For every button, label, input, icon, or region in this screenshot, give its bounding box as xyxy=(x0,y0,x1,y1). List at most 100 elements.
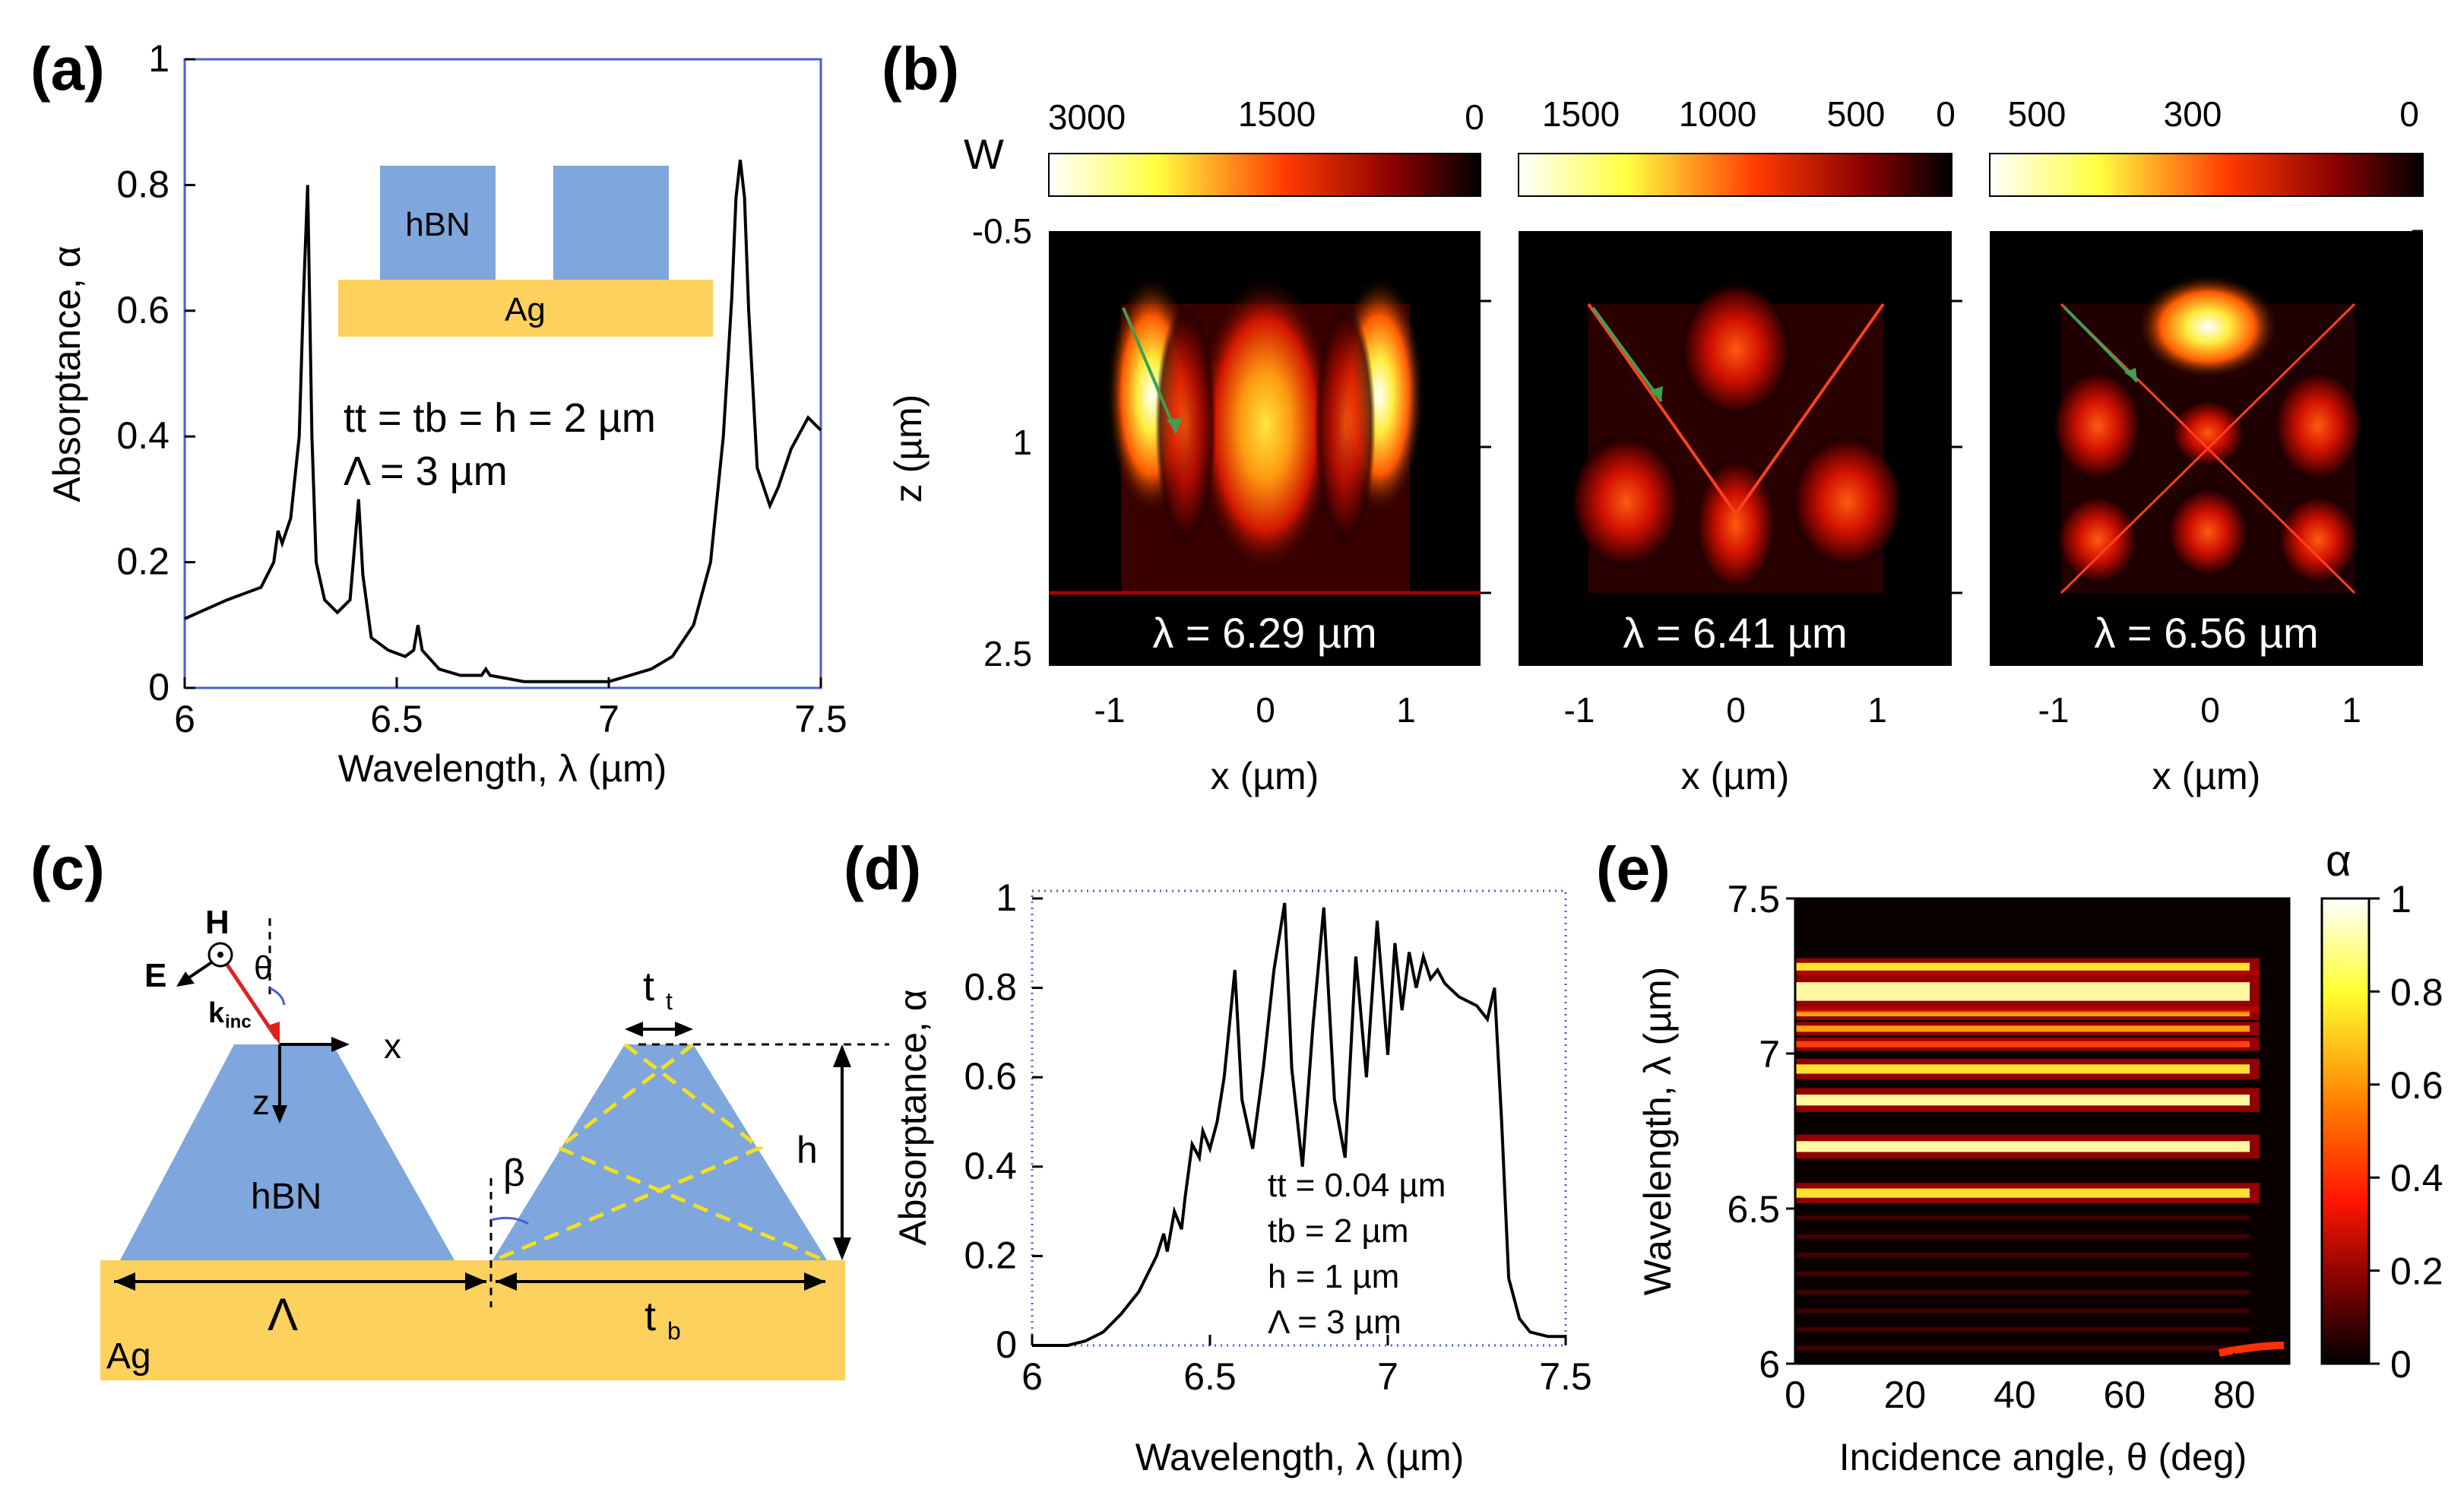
map3-x-tick-1: -1 xyxy=(2038,690,2070,730)
c-trapezoid-left xyxy=(120,1044,454,1260)
cbar1-tick-1: 3000 xyxy=(1048,97,1126,137)
colorbar-2 xyxy=(1518,153,1953,197)
panel-d-label: (d) xyxy=(844,835,921,902)
panel-a-label: (a) xyxy=(30,35,105,103)
inset-hbn-block-left xyxy=(380,166,496,280)
e-faint-band xyxy=(1795,1234,2250,1239)
e-colorbar-ticks: 1 0.8 0.6 0.4 0.2 0 xyxy=(2369,878,2443,1386)
e-ytick-label: 7.5 xyxy=(1727,878,1780,921)
panel-a-xtick-label: 7.5 xyxy=(794,698,847,740)
e-xtick-label: 20 xyxy=(1884,1374,1927,1416)
c-k-arrowhead xyxy=(266,1022,280,1044)
map2-center-lobe xyxy=(1694,456,1778,593)
panel-a-xtick-label: 7 xyxy=(598,698,619,740)
panel-a-xtick-label: 6.5 xyxy=(370,698,423,740)
c-trapezoid-right xyxy=(492,1044,827,1260)
c-lambda-head-right xyxy=(465,1272,486,1291)
e-faint-band xyxy=(1795,1253,2250,1258)
c-tt-arrowhead-left xyxy=(625,1022,643,1037)
e-cbar-tick-label: 0.6 xyxy=(2390,1064,2443,1107)
e-faint-band xyxy=(1795,1215,2250,1221)
c-theta-arc xyxy=(269,987,286,1006)
e-cbar-tick-label: 0.2 xyxy=(2390,1250,2443,1293)
e-ticks: 0 20 40 60 80 6 6.5 7 7.5 xyxy=(1727,878,2255,1416)
e-corner-feature xyxy=(2219,1342,2285,1357)
panel-a-ytick-label: 0 xyxy=(148,666,169,708)
panel-a-ytick-label: 0.2 xyxy=(116,540,169,583)
map3-x-label: x (µm) xyxy=(2152,755,2261,797)
cbar2-tick-3: 500 xyxy=(1827,94,1886,134)
panel-d-ylabel: Absorptance, α xyxy=(892,989,934,1245)
c-k-ray xyxy=(218,953,279,1040)
panel-d-ytick-label: 0.2 xyxy=(964,1234,1017,1276)
z-axis-label: z (µm) xyxy=(887,395,930,503)
e-xtick-label: 80 xyxy=(2213,1374,2256,1416)
panel-d-ytick-label: 0 xyxy=(996,1323,1017,1366)
map1-inner-right xyxy=(1315,304,1376,547)
map3-bottom-center xyxy=(2166,486,2250,578)
panel-a-ylabel: Absorptance, α xyxy=(46,246,88,502)
c-h-arrowhead-bottom xyxy=(833,1237,851,1260)
c-h-field-dot xyxy=(217,952,223,958)
map1-central-lobe xyxy=(1193,274,1338,578)
map2-left-lobe xyxy=(1569,433,1683,570)
panel-b-label: (b) xyxy=(882,35,959,103)
z-tick-2: 1 xyxy=(1012,423,1032,462)
e-faint-band xyxy=(1795,1345,2250,1351)
cbar1-tick-3: 0 xyxy=(1465,97,1484,137)
c-h-label: h xyxy=(797,1129,818,1171)
panel-d-param-2: tb = 2 µm xyxy=(1268,1212,1409,1250)
panel-d-param-3: h = 1 µm xyxy=(1268,1258,1399,1295)
e-xlabel: Incidence angle, θ (deg) xyxy=(1839,1436,2247,1478)
c-tt-sub: t xyxy=(666,987,673,1015)
inset-hbn-block-right xyxy=(553,166,669,280)
e-band xyxy=(1795,1041,2250,1047)
c-tb-head-right xyxy=(804,1272,825,1291)
map3-left-lobe xyxy=(2052,369,2143,483)
panel-a-ytick-label: 0.6 xyxy=(116,289,169,331)
map1-arrow xyxy=(1122,307,1178,434)
e-faint-band xyxy=(1795,1290,2250,1295)
map1-x-tick-2: 0 xyxy=(1256,690,1275,730)
panel-d-xtick-label: 7.5 xyxy=(1539,1355,1592,1398)
map2-arrowhead xyxy=(1649,386,1663,401)
e-xtick-label: 0 xyxy=(1785,1374,1806,1416)
c-e-label: E xyxy=(144,957,166,994)
map3-top-lobe xyxy=(2136,274,2280,380)
map3-arrowhead xyxy=(2124,368,2137,382)
map1-x-tick-1: -1 xyxy=(1094,690,1126,730)
field-map-3: λ = 6.56 µm xyxy=(1990,231,2423,666)
c-beta-arc xyxy=(490,1216,529,1225)
cbar2-tick-1: 1500 xyxy=(1542,94,1620,134)
map-right-ticks xyxy=(1481,230,2423,594)
map2-right-lobe xyxy=(1790,433,1904,570)
panel-d-ytick-label: 0.4 xyxy=(964,1145,1017,1187)
e-faint-band xyxy=(1795,1327,2250,1332)
e-xtick-label: 40 xyxy=(1994,1374,2036,1416)
panel-e-label: (e) xyxy=(1596,835,1671,902)
panel-d-frame xyxy=(1031,889,1567,1347)
e-ylabel: Wavelength, λ (µm) xyxy=(1636,967,1679,1296)
panel-a-param-2: Λ = 3 µm xyxy=(344,448,508,494)
map3-x-tick-3: 1 xyxy=(2342,690,2361,730)
panel-e-heatmap: 0 20 40 60 80 6 6.5 7 7.5 Incidence angle, θ (de… xyxy=(1636,836,2443,1478)
e-band xyxy=(1795,1025,2250,1032)
panel-b-unit: W xyxy=(964,130,1004,178)
e-xtick-label: 60 xyxy=(2104,1374,2146,1416)
e-colorbar-title: α xyxy=(2326,836,2352,886)
e-cbar-tick-label: 0.4 xyxy=(2390,1157,2443,1199)
panel-d-curve xyxy=(1032,902,1566,1347)
map2-top-lobe xyxy=(1679,281,1793,418)
e-ytick-label: 6.5 xyxy=(1727,1188,1780,1231)
c-lambda-head-left xyxy=(114,1272,135,1291)
field-map-1: λ = 6.29 µm xyxy=(1049,231,1481,666)
panel-a-curve xyxy=(184,160,822,683)
panel-a-param-1: tt = tb = h = 2 µm xyxy=(344,395,656,441)
panel-d-chart: 6 6.5 7 7.5 0 0.2 0.4 0.6 0.8 1 Wavelength, λ (µm… xyxy=(892,876,1592,1478)
inset-ag-substrate xyxy=(338,280,713,337)
cbar3-tick-1: 500 xyxy=(2008,94,2067,134)
panel-a-frame xyxy=(183,58,822,689)
panel-b-maps: W 3000 1500 0 1500 1000 500 0 500 300 0 … xyxy=(887,94,2424,797)
panel-a-ytick-label: 0.4 xyxy=(116,414,169,457)
